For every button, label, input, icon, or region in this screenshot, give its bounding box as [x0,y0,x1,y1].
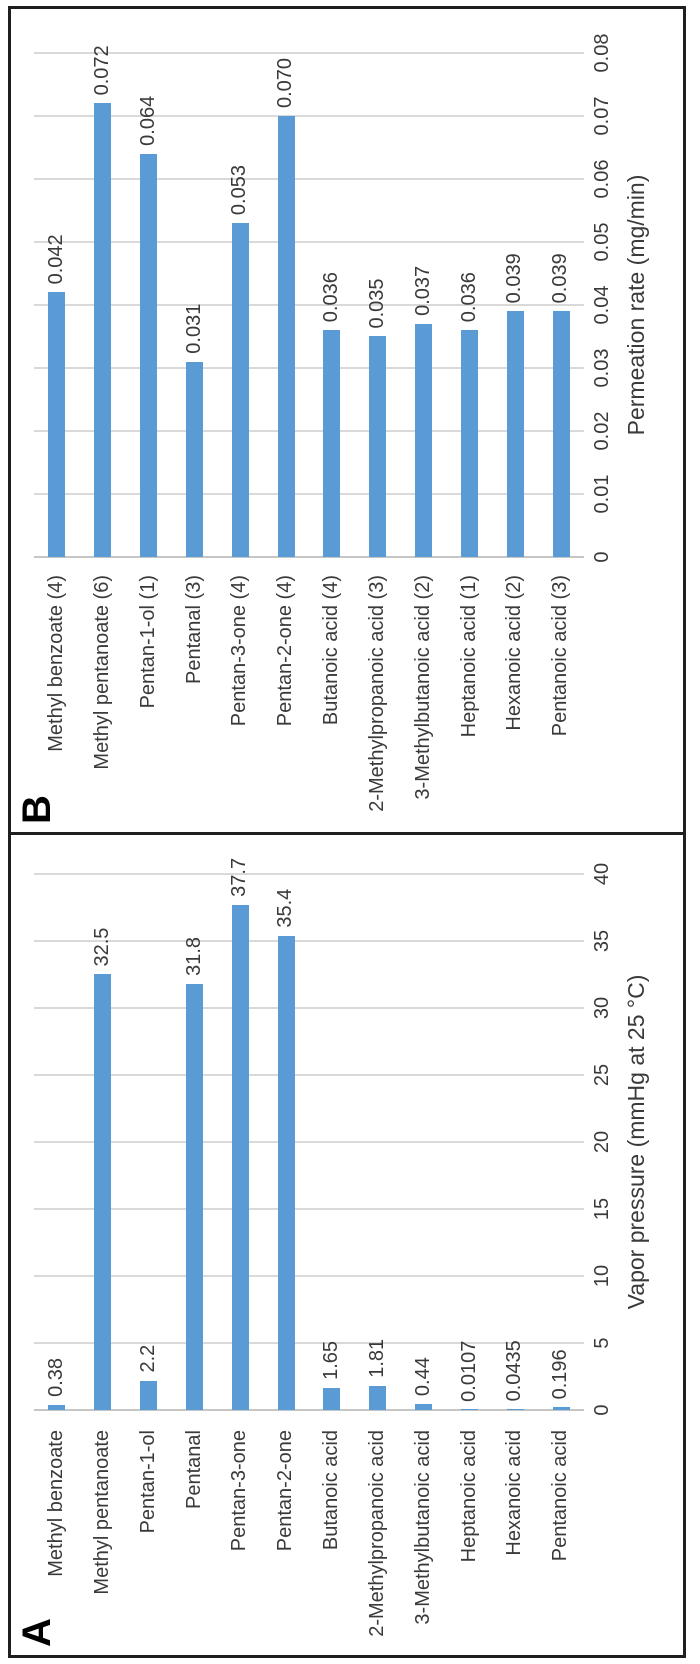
gridline [34,1141,584,1143]
bar-value-label: 0.0107 [457,1340,480,1402]
bar-value-label: 35.4 [274,888,297,928]
bar-value-label: 1.65 [320,1340,342,1380]
bar [48,1404,66,1410]
gridline [34,1074,584,1076]
gridline [34,1275,584,1277]
category-label: 3-Methylbutanoic acid (2) [411,575,434,800]
category-label: Methyl pentanoate (6) [90,575,113,770]
bar-value-label: 0.38 [45,1357,67,1397]
category-label: Pentan-2-one [274,1430,297,1552]
bar-value-label: 0.039 [549,253,572,304]
category-label: 2-Methylpropanoic acid [365,1430,388,1637]
panel-b-plot: 0 0.01 0.02 0.03 0.04 0.05 0.06 0.07 0.08 Methyl … [11,9,683,832]
category-label: Methyl benzoate [45,1430,67,1577]
category-label: Heptanoic acid [457,1430,480,1563]
bar-value-label: 0.196 [549,1349,572,1400]
x-tick-label: 0.08 [591,33,613,73]
category-label: Hexanoic acid [503,1430,526,1556]
category-label: Pentan-1-ol (1) [136,575,159,709]
bar-value-label: 0.037 [411,265,434,316]
gridline [34,178,584,180]
bar-value-label: 0.064 [136,95,159,146]
category-label: Pentan-3-one [228,1430,251,1552]
bar [231,223,249,557]
category-label: Pentan-2-one (4) [274,575,297,727]
bar-value-label: 0.053 [228,165,251,216]
category-label: Hexanoic acid (2) [503,575,526,731]
bar [231,904,249,1410]
category-label: Heptanoic acid (1) [457,575,480,738]
bar-value-label: 1.81 [365,1338,388,1378]
bar [415,1404,433,1410]
bar-value-label: 0.036 [457,272,480,323]
category-label: Pentanal [182,1430,205,1509]
bar [94,103,112,557]
bar [369,1385,387,1410]
category-label: Butanoic acid (4) [320,575,342,726]
category-label: Pentanoic acid [549,1430,572,1562]
bar [552,1407,570,1410]
bar-value-label: 32.5 [90,927,113,967]
bar [140,1380,158,1410]
category-label: Pentan-1-ol [136,1430,159,1534]
bar [94,974,112,1410]
bar [506,311,524,557]
bar [552,311,570,557]
bar [185,361,203,557]
bar-value-label: 0.039 [503,253,526,304]
category-label: Pentan-3-one (4) [228,575,251,727]
x-tick-label: 40 [591,862,613,886]
category-label: Pentanoic acid (3) [549,575,572,737]
bar [277,116,295,557]
bar [277,935,295,1410]
panel-a: A 0 5 10 15 20 25 30 35 40 Methyl benzoate 0.38 Met… [8,832,686,1658]
category-label: Methyl pentanoate [90,1430,113,1595]
category-label: Butanoic acid [320,1430,342,1551]
gridline [34,115,584,117]
category-label: Pentanal (3) [182,575,205,684]
bar-value-label: 0.036 [320,272,342,323]
bar-value-label: 0.042 [45,234,67,285]
bar-value-label: 0.031 [182,303,205,354]
bar-value-label: 31.8 [182,936,205,976]
bar [506,1409,524,1410]
bar [323,330,341,557]
category-label: 3-Methylbutanoic acid [411,1430,434,1625]
bar [460,330,478,557]
bar-value-label: 0.0435 [503,1340,526,1402]
category-label: 2-Methylpropanoic acid (3) [365,575,388,812]
bar-value-label: 0.072 [90,45,113,96]
category-label: Methyl benzoate (4) [45,575,67,752]
gridline [34,493,584,495]
bar [415,323,433,557]
gridline [34,873,584,875]
bar [323,1387,341,1410]
gridline [34,241,584,243]
bar-value-label: 37.7 [228,857,251,897]
category-axis-line [34,556,584,558]
gridline [34,1007,584,1009]
bar-value-label: 0.070 [274,57,297,108]
panel-a-axis-title: Vapor pressure (mmHg at 25 °C) [623,974,649,1310]
bar-value-label: 0.44 [411,1357,434,1397]
panel-b-axis-title: Permeation rate (mg/min) [623,174,649,436]
bar [140,153,158,557]
gridline [34,367,584,369]
panel-b: B 0 0.01 0.02 0.03 0.04 0.05 0.06 0.07 0.08 Methy… [8,6,686,835]
gridline [34,430,584,432]
bar [48,292,66,557]
bar [369,336,387,557]
panel-a-plot: 0 5 10 15 20 25 30 35 40 Methyl benzoate 0.38 Methy… [11,835,683,1655]
category-axis-line [34,1409,584,1411]
bar [185,983,203,1410]
bar-value-label: 0.035 [365,278,388,329]
bar-value-label: 2.2 [136,1344,159,1373]
gridline [34,1208,584,1210]
